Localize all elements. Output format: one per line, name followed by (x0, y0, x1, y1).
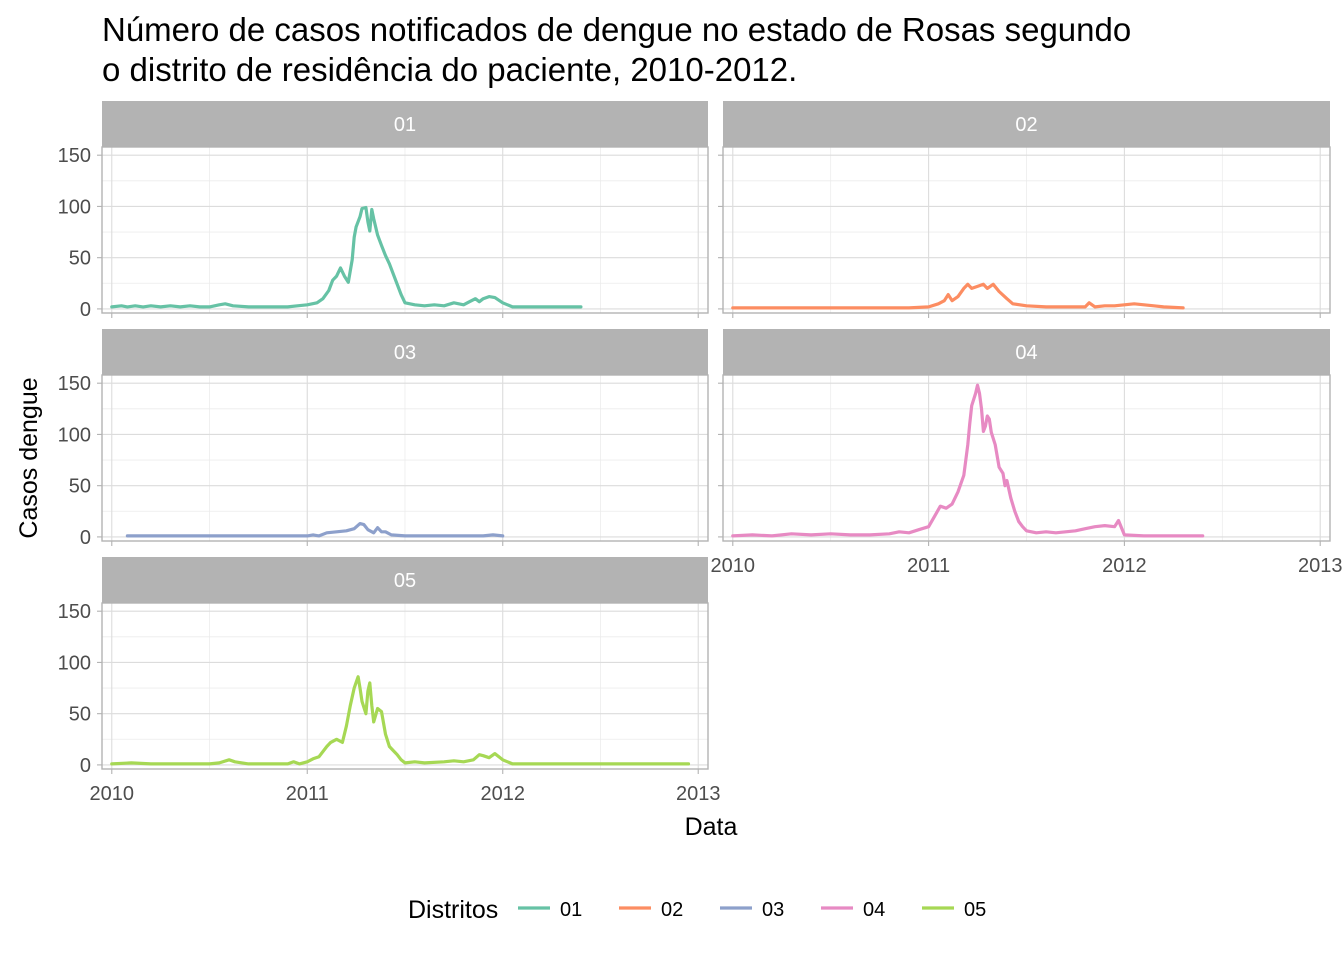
facet-strip-label-04: 04 (1015, 342, 1037, 364)
y-tick-label: 150 (58, 601, 91, 623)
panel-border (101, 602, 709, 770)
y-tick-label: 50 (69, 248, 91, 270)
x-tick-label: 2011 (907, 555, 950, 577)
x-tick-label: 2012 (1102, 555, 1147, 577)
x-tick-label: 2011 (286, 783, 329, 805)
facet-strip-05 (102, 557, 708, 603)
chart-title-line-1: Número de casos notificados de dengue no… (102, 11, 1131, 48)
panel-border (722, 374, 1331, 542)
facet-strip-03 (102, 329, 708, 375)
y-axis-title: Casos dengue (15, 377, 43, 538)
legend-label-04: 04 (863, 899, 885, 921)
legend-label-03: 03 (762, 899, 784, 921)
y-tick-label: 0 (80, 755, 91, 777)
facet-strip-label-05: 05 (394, 570, 416, 592)
series-line-04 (731, 383, 1205, 538)
facet-panel-01: 01 0 50 100 150 (58, 101, 709, 321)
legend-label-05: 05 (964, 899, 986, 921)
legend: Distritos 01 02 03 04 05 (408, 896, 986, 924)
x-tick-label: 2013 (1298, 555, 1343, 577)
x-tick-label: 2013 (676, 783, 721, 805)
y-tick-label: 100 (58, 424, 91, 446)
x-tick-label: 2010 (90, 783, 135, 805)
panel-border (101, 146, 709, 314)
x-tick-label: 2010 (711, 555, 756, 577)
facet-panel-03: 03 0 50 100 150 (58, 329, 709, 549)
facet-panel-05: 05 0 50 100 150 2010 2011 2012 2013 (58, 557, 721, 805)
panel-border (101, 374, 709, 542)
chart-title-line-2: o distrito de residência do paciente, 20… (102, 51, 797, 88)
y-tick-label: 100 (58, 196, 91, 218)
y-tick-label: 0 (80, 527, 91, 549)
facet-strip-label-02: 02 (1015, 114, 1037, 136)
y-tick-label: 50 (69, 704, 91, 726)
facet-strip-label-01: 01 (394, 114, 416, 136)
facet-panel-04: 04 2010 2011 2012 2013 (711, 329, 1343, 577)
y-tick-label: 150 (58, 373, 91, 395)
facet-panel-02: 02 (718, 101, 1331, 318)
panel-border (722, 146, 1331, 314)
x-axis-title: Data (685, 813, 738, 841)
series-line-02 (731, 282, 1185, 310)
legend-label-02: 02 (661, 899, 683, 921)
series-line-01 (110, 205, 583, 309)
y-tick-label: 0 (80, 299, 91, 321)
legend-label-01: 01 (560, 899, 582, 921)
series-line-03 (125, 522, 505, 538)
series-line-05 (110, 675, 691, 766)
x-tick-label: 2012 (480, 783, 525, 805)
y-tick-label: 50 (69, 476, 91, 498)
facet-strip-01 (102, 101, 708, 147)
facet-strip-label-03: 03 (394, 342, 416, 364)
facet-strip-02 (723, 101, 1330, 147)
legend-title: Distritos (408, 896, 498, 924)
facet-strip-04 (723, 329, 1330, 375)
y-tick-label: 100 (58, 652, 91, 674)
y-tick-label: 150 (58, 145, 91, 167)
